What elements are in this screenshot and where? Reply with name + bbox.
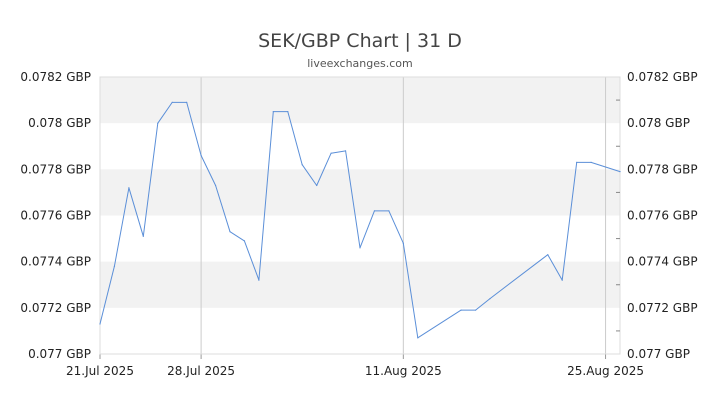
data-point [330,152,332,154]
y-tick-label-left: 0.0782 GBP [20,70,91,84]
data-point [619,171,621,173]
y-tick-label-left: 0.0774 GBP [20,255,91,269]
data-point [229,231,231,233]
grid-band [100,77,620,124]
data-point [186,101,188,103]
data-point [128,187,130,189]
data-point [373,210,376,212]
data-point [561,279,563,281]
data-point [359,247,361,249]
chart-subtitle: liveexchanges.com [307,57,412,70]
x-tick-label: 21.Jul 2025 [66,364,134,378]
x-tick-label: 25.Aug 2025 [567,364,644,378]
data-point [344,150,347,152]
vertical-gridlines [99,77,607,359]
x-axis-labels: 21.Jul 2025 28.Jul 2025 11.Aug 2025 25.Aug … [66,364,644,378]
data-point [113,265,116,267]
data-points [99,101,621,339]
y-tick-label-right: 0.0776 GBP [627,209,698,223]
grid-band [100,261,620,308]
data-point [388,210,390,212]
chart-title: SEK/GBP Chart | 31 D [258,30,462,52]
data-point [460,309,462,311]
data-point [590,161,592,164]
y-tick-label-left: 0.078 GBP [28,116,91,130]
data-point [142,235,144,237]
y-tick-label-right: 0.077 GBP [627,347,690,361]
plot-area-frame [99,76,621,355]
y-tick-label-left: 0.0772 GBP [20,301,91,315]
y-tick-label-left: 0.0776 GBP [20,209,91,223]
x-tick-label: 11.Aug 2025 [365,364,442,378]
data-point [243,240,246,242]
data-point [200,154,202,157]
data-point [171,101,173,103]
data-point [417,337,419,339]
y-tick-label-right: 0.0778 GBP [627,162,698,176]
data-point [301,164,303,166]
x-tick-label: 28.Jul 2025 [167,364,235,378]
y-tick-label-left: 0.0778 GBP [20,162,91,176]
data-point [157,122,159,124]
y-tick-label-right: 0.0782 GBP [627,70,698,84]
data-point [489,298,491,300]
data-point [287,111,289,113]
data-point [474,309,477,311]
data-point [99,323,101,325]
plot-background-bands [100,77,620,308]
data-point [402,242,404,244]
grid-band [100,169,620,216]
data-point [576,161,578,164]
data-point [316,184,318,187]
y-tick-label-right: 0.0772 GBP [627,301,698,315]
data-point [547,254,549,256]
y-axis-right-labels: 0.0782 GBP 0.078 GBP 0.0778 GBP 0.0776 GBP 0… [627,70,698,361]
data-point [258,279,260,281]
y-tick-label-left: 0.077 GBP [28,347,91,361]
right-axis-ticks [616,99,620,332]
y-tick-label-right: 0.078 GBP [627,116,690,130]
data-point [214,184,217,187]
y-axis-left-labels: 0.0782 GBP 0.078 GBP 0.0778 GBP 0.0776 GBP 0… [20,70,91,361]
y-tick-label-right: 0.0774 GBP [627,255,698,269]
data-point [272,111,274,113]
